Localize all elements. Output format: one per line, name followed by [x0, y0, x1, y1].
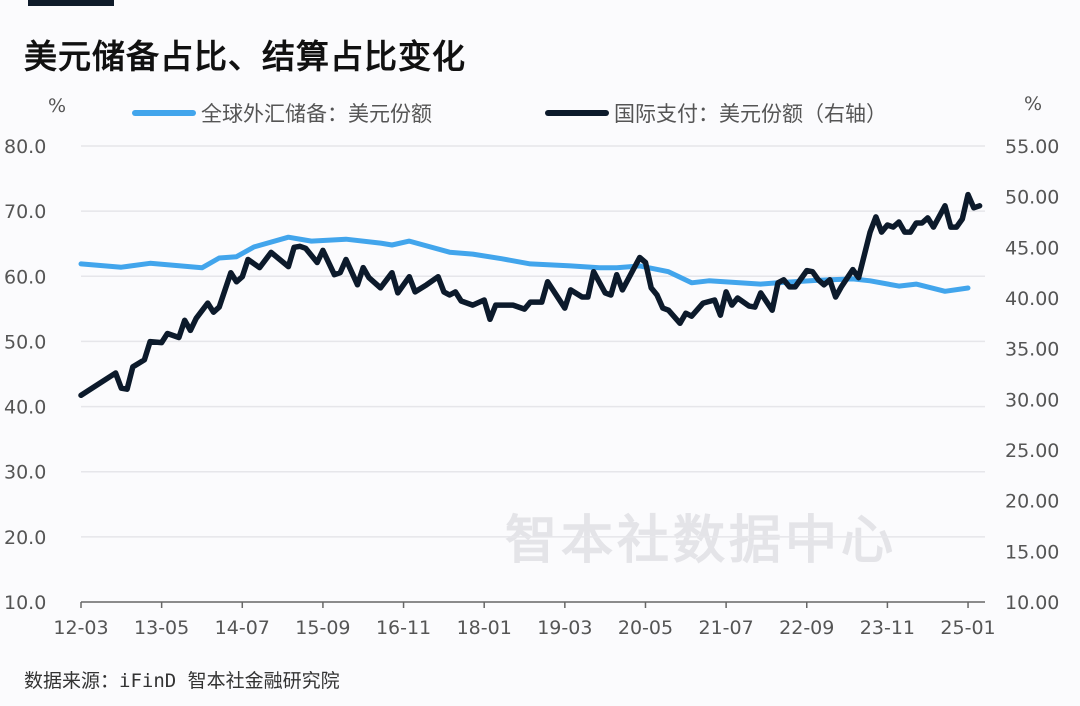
- x-tick-label: 18-01: [457, 617, 512, 639]
- x-tick-label: 21-07: [699, 617, 754, 639]
- x-tick-label: 16-11: [376, 617, 431, 639]
- right-tick-label: 15.00: [1005, 541, 1059, 563]
- right-tick-label: 30.00: [1005, 389, 1059, 411]
- legend-label: 国际支付：美元份额（右轴）: [614, 102, 887, 126]
- x-tick-label: 15-09: [295, 617, 350, 639]
- right-tick-label: 55.00: [1005, 136, 1059, 158]
- x-tick-label: 19-03: [537, 617, 592, 639]
- right-tick-label: 45.00: [1005, 237, 1059, 259]
- left-tick-label: 80.0: [4, 136, 46, 158]
- legend-label: 全球外汇储备：美元份额: [201, 102, 432, 126]
- series-line: [78, 234, 971, 294]
- right-tick-label: 25.00: [1005, 440, 1059, 462]
- series-line: [78, 191, 983, 399]
- right-axis-unit: %: [1024, 93, 1042, 115]
- left-tick-label: 70.0: [4, 201, 46, 223]
- left-tick-label: 60.0: [4, 266, 46, 288]
- source-note: 数据来源：iFinD 智本社金融研究院: [24, 670, 340, 692]
- left-axis-unit: %: [48, 95, 66, 117]
- left-tick-label: 40.0: [4, 397, 46, 419]
- right-tick-label: 10.00: [1005, 592, 1059, 614]
- x-tick-label: 20-05: [618, 617, 673, 639]
- x-tick-label: 14-07: [215, 617, 270, 639]
- series-2: [78, 191, 983, 399]
- x-tick-label: 23-11: [860, 617, 915, 639]
- left-tick-label: 20.0: [4, 527, 46, 549]
- watermark: 智本社数据中心: [505, 511, 897, 571]
- x-tick-label: 22-09: [779, 617, 834, 639]
- left-tick-label: 30.0: [4, 462, 46, 484]
- title-accent-bar: [28, 0, 114, 6]
- x-tick-label: 12-03: [53, 617, 108, 639]
- series-1: [78, 234, 971, 294]
- right-tick-label: 50.00: [1005, 187, 1059, 209]
- right-tick-label: 40.00: [1005, 288, 1059, 310]
- page-title: 美元储备占比、结算占比变化: [24, 37, 466, 76]
- x-tick-label: 13-05: [134, 617, 189, 639]
- left-tick-label: 50.0: [4, 331, 46, 353]
- left-tick-label: 10.0: [4, 592, 46, 614]
- x-tick-label: 25-01: [940, 617, 995, 639]
- right-tick-label: 35.00: [1005, 339, 1059, 361]
- right-tick-label: 20.00: [1005, 491, 1059, 513]
